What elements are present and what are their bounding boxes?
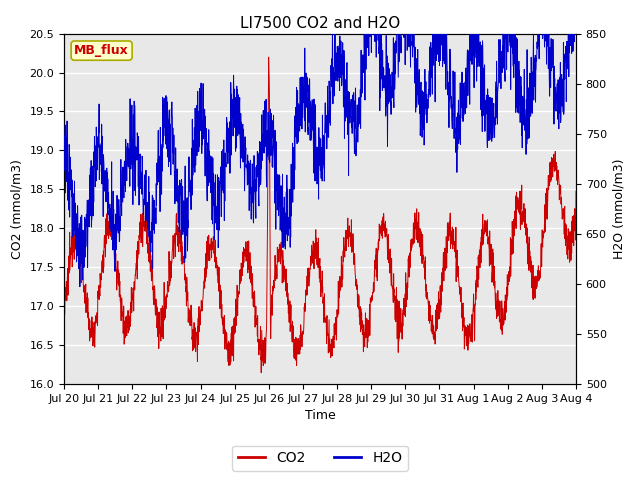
Legend: CO2, H2O: CO2, H2O xyxy=(232,445,408,471)
Title: LI7500 CO2 and H2O: LI7500 CO2 and H2O xyxy=(240,16,400,31)
Y-axis label: CO2 (mmol/m3): CO2 (mmol/m3) xyxy=(11,159,24,259)
X-axis label: Time: Time xyxy=(305,409,335,422)
Y-axis label: H2O (mmol/m3): H2O (mmol/m3) xyxy=(612,158,625,259)
Text: MB_flux: MB_flux xyxy=(74,44,129,57)
